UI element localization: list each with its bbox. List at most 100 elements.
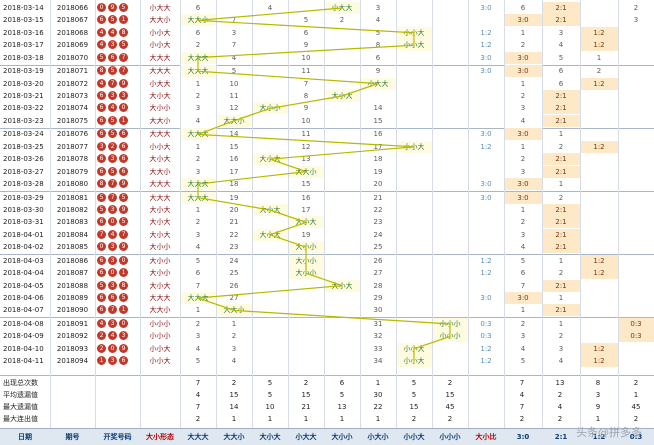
pattern-cell: 大大小 [149, 167, 171, 176]
ratio-cell: 2:1 [542, 2, 580, 14]
miss-cell [324, 330, 360, 342]
pattern-cell: 小小大 [149, 41, 171, 50]
miss-cell [432, 14, 468, 26]
miss-cell [252, 90, 288, 102]
miss-cell: 18 [229, 180, 239, 188]
number-ball: 3 [119, 331, 128, 341]
stat-row: 最大遗漏值 7 14 10 21 13 22 15 45 7 4 9 45 [0, 401, 654, 413]
ratio-cell [580, 90, 618, 102]
stat-value: 15 [409, 403, 419, 411]
stat-value: 2 [231, 379, 237, 387]
miss-cell [252, 330, 288, 342]
qihao-cell: 2018094 [56, 357, 89, 366]
ratio-cell: 2 [520, 92, 526, 100]
miss-cell [396, 216, 432, 228]
ratio-cell [580, 2, 618, 14]
number-ball: 4 [97, 40, 106, 50]
stat-value: 5 [267, 379, 273, 387]
ratio-cell: 4 [520, 344, 526, 353]
ratio-cell: 4 [520, 116, 526, 125]
ratio-cell [580, 292, 618, 304]
miss-cell: 8 [303, 92, 309, 100]
miss-cell: 4 [231, 357, 237, 366]
number-ball: 6 [108, 52, 117, 62]
ratio-cell: 5 [520, 256, 526, 265]
pattern-cell: 大大小 [149, 16, 171, 25]
miss-cell [324, 102, 360, 114]
ratio-cell: 2 [520, 41, 526, 50]
ratio-cell: 1:2 [580, 140, 618, 153]
ratio-cell: 2 [633, 4, 639, 12]
pattern-cell: 大大小 [149, 116, 171, 125]
ratio-value: 3:0 [480, 193, 492, 202]
stat-ratio-value: 2 [557, 415, 563, 423]
ratio-cell: 2:1 [542, 228, 580, 241]
qihao-cell: 2018088 [56, 281, 89, 290]
ratio-cell [618, 39, 654, 51]
ratio-cell: 2:1 [542, 153, 580, 166]
miss-cell [252, 141, 288, 153]
number-ball: 7 [108, 192, 117, 202]
ratio-cell: 1 [596, 53, 602, 62]
pattern-cell: 大大大 [149, 53, 171, 62]
table-row: 2018-03-31 2018083 6 0 5 大小大 2 21 大小大 23 2 2:1 [0, 216, 654, 229]
miss-cell [324, 255, 360, 267]
date-cell: 2018-04-03 [3, 256, 44, 265]
qihao-cell: 2018089 [56, 294, 89, 302]
miss-cell: 14 [229, 130, 239, 139]
column-divider [504, 0, 505, 428]
table-row: 2018-03-17 2018069 4 3 5 小小大 2 7 9 8 小小大 1:2 2 4 1:2 [0, 39, 654, 52]
stat-value: 2 [303, 379, 309, 387]
ratio-cell: 1 [558, 130, 564, 139]
column-divider [216, 0, 217, 428]
number-ball: 6 [119, 129, 128, 139]
date-cell: 2018-03-21 [3, 92, 44, 100]
miss-cell: 31 [373, 320, 383, 328]
miss-cell: 28 [373, 281, 383, 290]
miss-cell: 21 [373, 193, 383, 202]
ratio-cell: 2 [558, 332, 564, 341]
number-ball: 7 [108, 305, 117, 315]
ratio-value: 1:2 [480, 41, 492, 50]
ratio-cell: 3 [558, 344, 564, 353]
miss-cell [396, 52, 432, 64]
number-ball: 9 [108, 3, 117, 12]
ratio-cell [580, 166, 618, 178]
number-ball: 3 [108, 40, 117, 50]
pattern-cell: 大大大 [149, 67, 171, 76]
header-col-6: 小小大 [403, 433, 425, 441]
ratio-cell [580, 330, 618, 342]
stat-value: 2 [447, 379, 453, 387]
miss-cell [396, 90, 432, 102]
miss-cell [288, 304, 324, 316]
number-ball: 4 [108, 103, 117, 113]
ratio-value [468, 241, 504, 253]
pattern-cell: 大大大 [149, 193, 171, 202]
date-cell: 2018-04-09 [3, 332, 44, 341]
stat-value: 5 [267, 391, 273, 399]
ratio-cell [618, 229, 654, 241]
miss-cell: 4 [375, 16, 381, 25]
date-cell: 2018-03-31 [3, 218, 44, 227]
ratio-cell: 1 [520, 306, 526, 315]
miss-cell: 1 [231, 320, 237, 328]
hit-cell: 小小小 [432, 318, 468, 330]
column-divider [580, 0, 581, 428]
miss-cell: 17 [229, 167, 239, 176]
number-ball: 7 [108, 179, 117, 188]
table-row: 2018-03-23 2018075 6 5 1 大大小 4 大大小 10 15 4 2:1 [0, 114, 654, 127]
number-ball: 5 [108, 66, 117, 76]
ratio-cell: 0:3 [618, 330, 654, 343]
miss-cell: 6 [195, 28, 201, 37]
ratio-cell: 2:1 [542, 304, 580, 317]
ratio-cell [580, 204, 618, 216]
miss-cell [432, 153, 468, 165]
table-row: 2018-04-10 2018093 2 0 9 小小大 4 3 33 小小大 1:2 4 3 1:2 [0, 342, 654, 355]
miss-cell: 22 [373, 206, 383, 214]
qihao-cell: 2018071 [56, 67, 89, 76]
miss-cell [396, 330, 432, 342]
qihao-cell: 2018085 [56, 243, 89, 252]
stat-value: 30 [373, 391, 383, 399]
pattern-cell: 大小小 [149, 256, 171, 265]
